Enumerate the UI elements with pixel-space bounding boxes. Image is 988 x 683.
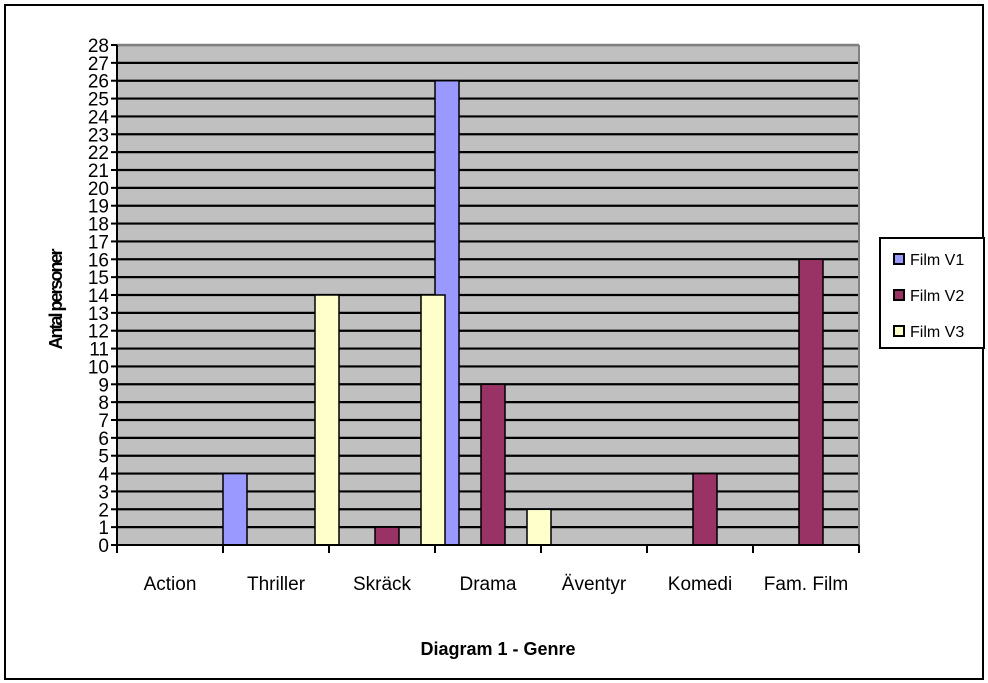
y-tick-label: 5 bbox=[98, 447, 109, 468]
y-tick-label: 13 bbox=[88, 304, 109, 325]
x-category-label: Äventyr bbox=[562, 574, 627, 595]
x-category-label: Thriller bbox=[247, 574, 306, 595]
bar-film-v2-3 bbox=[480, 383, 506, 546]
y-tick-label: 20 bbox=[88, 179, 109, 200]
bar-film-v1-1 bbox=[222, 472, 248, 546]
y-tick-label: 24 bbox=[88, 107, 110, 128]
y-tick-label: 11 bbox=[89, 340, 109, 361]
y-tick-label: 6 bbox=[98, 429, 109, 450]
x-category-label: Action bbox=[144, 574, 197, 595]
y-axis-label: Antal personer bbox=[46, 248, 66, 349]
y-tick-label: 16 bbox=[88, 250, 109, 271]
x-category-label: Fam. Film bbox=[764, 574, 848, 595]
bar-film-v3-2 bbox=[420, 294, 446, 546]
y-tick-label: 2 bbox=[98, 500, 109, 521]
y-tick-label: 15 bbox=[88, 268, 109, 289]
y-tick-label: 0 bbox=[98, 536, 109, 557]
y-tick-label: 27 bbox=[88, 54, 109, 75]
y-tick-label: 23 bbox=[88, 125, 109, 146]
y-tick-label: 14 bbox=[88, 286, 110, 307]
y-tick-label: 28 bbox=[88, 36, 109, 57]
bar-film-v3-3 bbox=[526, 508, 552, 546]
x-category-label: Komedi bbox=[668, 574, 732, 595]
y-tick-label: 3 bbox=[98, 482, 109, 503]
y-tick-label: 22 bbox=[88, 143, 109, 164]
y-tick-label: 10 bbox=[88, 357, 109, 378]
y-tick-label: 9 bbox=[98, 375, 109, 396]
legend-swatch bbox=[893, 325, 905, 337]
chart-title: Diagram 1 - Genre bbox=[420, 639, 575, 659]
y-tick-label: 1 bbox=[98, 518, 109, 539]
bar-film-v2-2 bbox=[374, 526, 400, 546]
legend-label: Film V3 bbox=[910, 324, 964, 341]
y-tick-label: 19 bbox=[88, 197, 109, 218]
y-tick-label: 4 bbox=[98, 465, 109, 486]
legend-swatch bbox=[893, 253, 905, 265]
y-tick-label: 7 bbox=[98, 411, 109, 432]
legend-label: Film V2 bbox=[910, 288, 964, 305]
y-tick-label: 12 bbox=[88, 322, 109, 343]
y-tick-label: 21 bbox=[88, 161, 109, 182]
bar-film-v2-5 bbox=[692, 472, 718, 546]
x-category-label: Drama bbox=[459, 574, 516, 595]
y-tick-label: 25 bbox=[88, 90, 109, 111]
x-category-label: Skräck bbox=[353, 574, 412, 595]
bar-film-v3-1 bbox=[314, 294, 340, 546]
legend: Film V1 Film V2 Film V3 bbox=[879, 237, 985, 349]
y-tick-label: 18 bbox=[88, 215, 109, 236]
legend-swatch bbox=[893, 289, 905, 301]
y-tick-label: 17 bbox=[88, 232, 109, 253]
legend-label: Film V1 bbox=[910, 252, 964, 269]
y-tick-label: 26 bbox=[88, 72, 109, 93]
y-tick-label: 8 bbox=[98, 393, 109, 414]
bar-film-v2-6 bbox=[798, 258, 824, 546]
